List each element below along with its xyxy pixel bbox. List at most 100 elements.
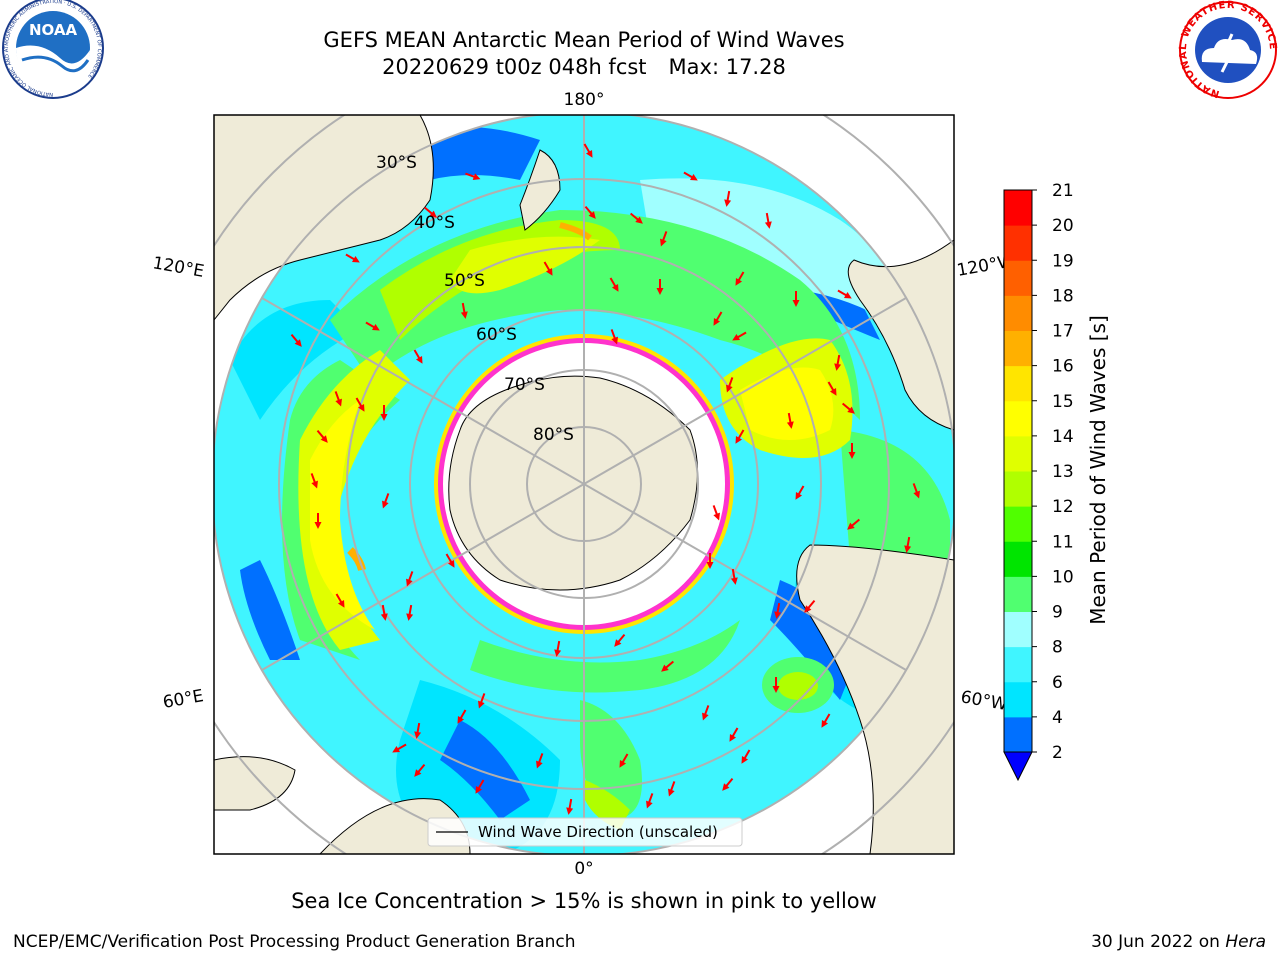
colorbar-segment	[1004, 471, 1032, 507]
wave-arrow-icon	[536, 753, 544, 769]
plot-subtitle: 20220629 t00z 048h fcst Max: 17.28	[234, 53, 934, 81]
wave-arrow-icon	[609, 277, 619, 292]
wave-arrow-icon	[478, 693, 486, 709]
colorbar-tick-label: 18	[1052, 286, 1074, 306]
lat-label-50s: 50°S	[444, 271, 485, 291]
wave-arrow-icon	[314, 513, 322, 529]
colorbar-segment	[1004, 681, 1032, 718]
colorbar-segment	[1004, 225, 1032, 261]
wave-arrow-icon	[772, 677, 780, 693]
wave-arrow-icon	[834, 354, 842, 371]
wave-arrow-icon	[722, 777, 734, 791]
wave-arrow-icon	[475, 779, 485, 794]
colorbar-tick-label: 15	[1052, 392, 1074, 412]
lat-label-80s: 80°S	[533, 425, 574, 445]
wave-arrow-icon	[668, 781, 676, 797]
wave-arrow-icon	[392, 743, 407, 753]
lon-label-60w: 60°W	[959, 687, 1009, 715]
wave-arrow-icon	[792, 291, 800, 307]
colorbar-segment	[1004, 330, 1032, 367]
wave-arrow-icon	[423, 206, 437, 218]
colorbar-segment	[1004, 400, 1032, 437]
wave-arrow-icon	[543, 261, 553, 276]
wave-arrow-icon	[365, 321, 380, 331]
wave-arrow-icon	[706, 553, 714, 569]
wave-arrow-icon	[584, 205, 596, 219]
noaa-logo-icon: NOAA NATIONAL OCEANIC AND ATMOSPHERIC AD…	[2, 0, 104, 99]
legend-label: Wind Wave Direction (unscaled)	[478, 823, 718, 841]
wave-arrow-icon	[683, 171, 698, 181]
lon-label-60e: 60°E	[161, 686, 205, 713]
wave-arrow-icon	[406, 571, 414, 587]
wave-arrow-icon	[837, 289, 852, 299]
wave-arrow-icon	[619, 753, 629, 768]
colorbar-tick-label: 20	[1052, 216, 1074, 236]
wave-arrow-icon	[741, 749, 751, 764]
wave-arrow-icon	[382, 493, 390, 509]
colorbar-segment	[1004, 716, 1032, 753]
wave-arrow-icon	[841, 402, 855, 414]
wave-arrow-icon	[457, 709, 467, 724]
wave-arrow-icon	[629, 212, 643, 224]
map-legend: Wind Wave Direction (unscaled)	[427, 817, 743, 847]
max-value: Max: 17.28	[668, 55, 786, 79]
colorbar-segment	[1004, 260, 1032, 296]
nws-logo-icon: NATIONAL WEATHER SERVICE	[1178, 0, 1277, 99]
wave-arrow-icon	[414, 763, 426, 777]
wave-direction-arrows	[290, 143, 920, 815]
wave-arrow-icon	[460, 302, 468, 319]
colorbar-tick-label: 11	[1052, 532, 1074, 552]
colorbar-segment	[1004, 576, 1032, 612]
wave-arrow-icon	[334, 391, 342, 407]
wave-arrow-icon	[735, 429, 745, 444]
colorbar-segment	[1004, 506, 1032, 542]
wave-arrow-icon	[732, 331, 747, 341]
wave-arrow-icon	[406, 604, 414, 621]
wave-arrow-icon	[804, 599, 816, 613]
colorbar-label: Mean Period of Wind Waves [s]	[1086, 315, 1110, 625]
sea-ice-caption: Sea Ice Concentration > 15% is shown in …	[291, 889, 877, 913]
wave-arrow-icon	[380, 405, 388, 421]
wave-arrow-icon	[335, 593, 345, 608]
colorbar-segment	[1004, 611, 1032, 648]
colorbar-tick-label: 12	[1052, 497, 1074, 517]
madagascar-landmass	[214, 756, 296, 811]
noaa-logo-text: NOAA	[29, 21, 78, 39]
colorbar-segment	[1004, 646, 1032, 683]
wave-arrow-icon	[735, 271, 745, 286]
map-frame	[213, 114, 955, 855]
colorbar-tick-label: 21	[1052, 181, 1074, 201]
wave-arrow-icon	[661, 660, 675, 672]
antarctica-landmass	[448, 375, 698, 591]
wave-arrow-icon	[583, 143, 593, 158]
graticule	[214, 115, 954, 854]
wave-arrow-icon	[724, 190, 732, 207]
wave-arrow-icon	[827, 381, 837, 396]
wave-arrow-icon	[380, 604, 388, 621]
wave-arrow-icon	[712, 505, 720, 521]
wave-arrow-icon	[413, 349, 423, 364]
colorbar-segment	[1004, 295, 1032, 331]
lon-label-120e: 120°E	[151, 253, 205, 282]
wave-arrow-icon	[764, 212, 772, 229]
colorbar-tick-label: 6	[1052, 673, 1063, 693]
lat-label-60s: 60°S	[476, 325, 517, 345]
colorbar-segment	[1004, 365, 1032, 402]
colorbar-tick-label: 19	[1052, 251, 1074, 271]
colorbar-segment	[1004, 435, 1032, 472]
colorbar-tick-label: 4	[1052, 708, 1063, 728]
wave-arrow-icon	[702, 705, 710, 721]
wave-arrow-icon	[848, 443, 856, 459]
plot-title: GEFS MEAN Antarctic Mean Period of Wind …	[323, 28, 845, 52]
colorbar-tick-label: 8	[1052, 638, 1063, 658]
colorbar-tick-label: 13	[1052, 462, 1074, 482]
wave-arrow-icon	[821, 713, 831, 728]
wave-arrow-icon	[414, 722, 422, 739]
colorbar-tick-label: 14	[1052, 427, 1074, 447]
wave-arrow-icon	[566, 798, 574, 815]
lat-label-40s: 40°S	[414, 213, 455, 233]
colorbar-tick-label: 16	[1052, 357, 1074, 377]
lon-label-0: 0°	[574, 859, 593, 879]
wave-arrow-icon	[355, 397, 365, 412]
